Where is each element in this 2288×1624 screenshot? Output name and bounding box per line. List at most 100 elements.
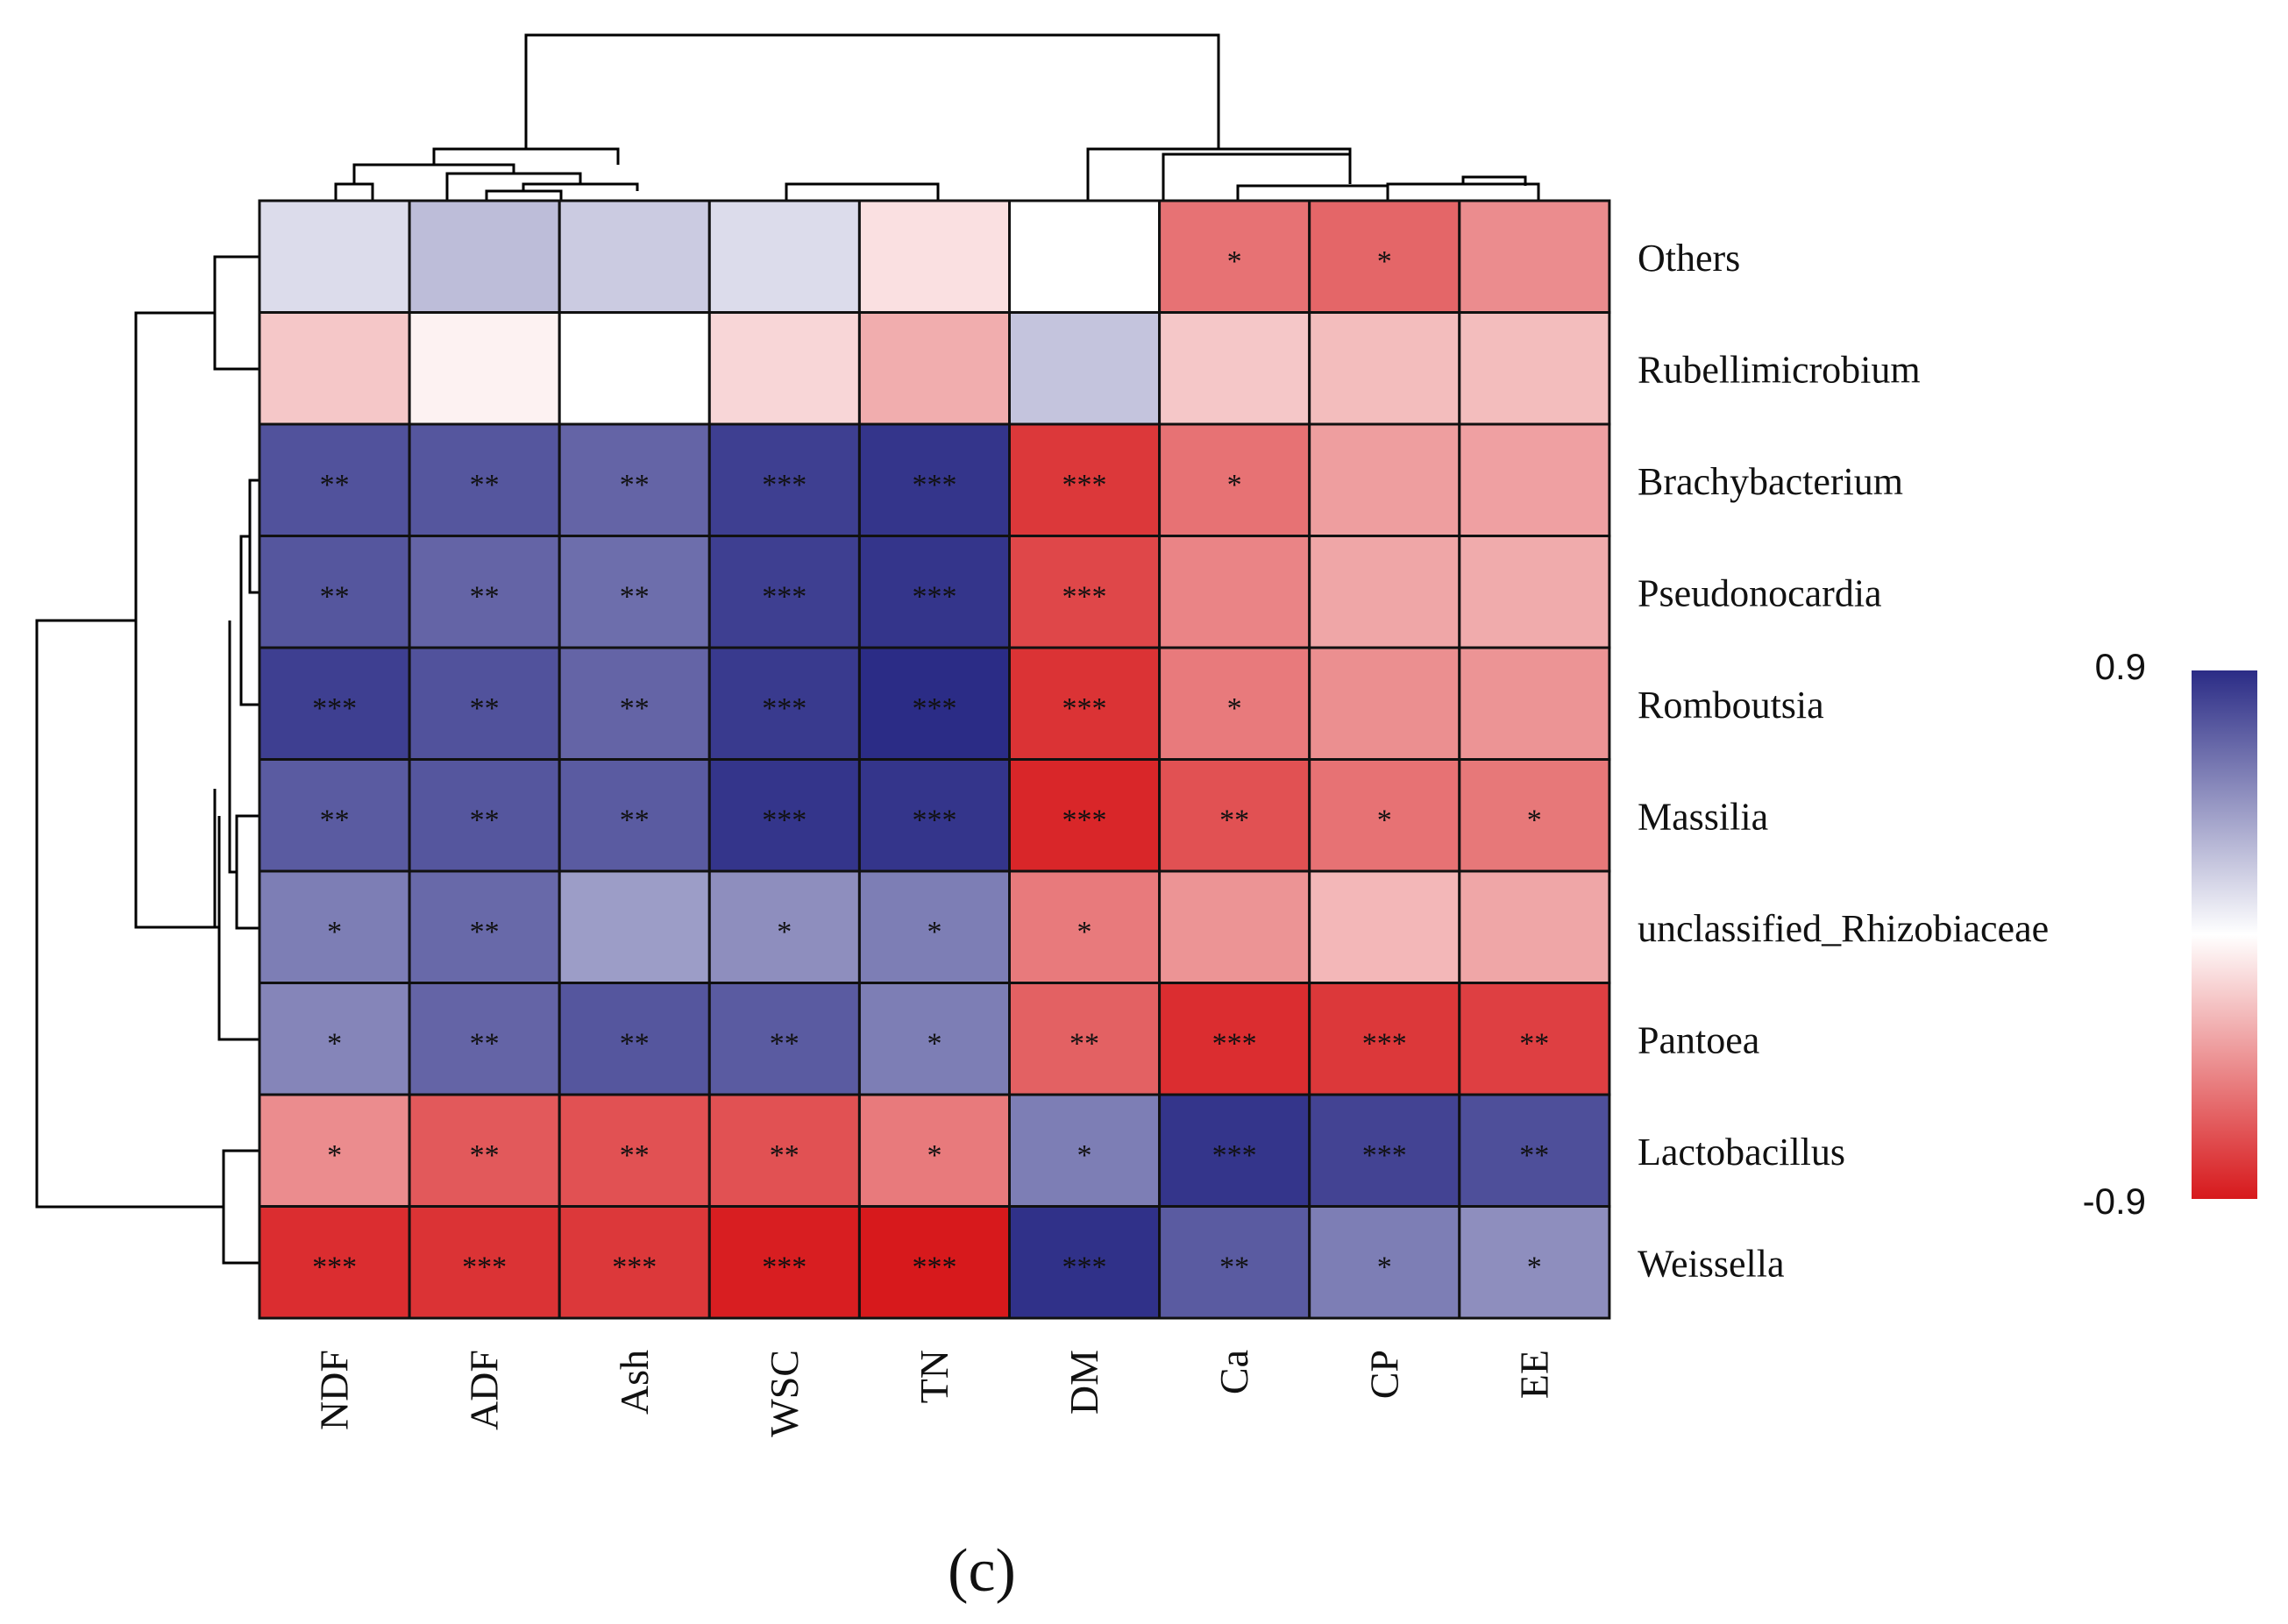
- significance-mark: *: [1227, 692, 1242, 725]
- heatmap-cell: [857, 1093, 1012, 1208]
- heatmap-cell: [707, 199, 861, 314]
- row-label: Massilia: [1638, 795, 1768, 838]
- heatmap-cell: [1458, 758, 1611, 873]
- heatmap-cell: [558, 646, 711, 761]
- significance-mark: **: [620, 692, 650, 725]
- heatmap-cell: [1458, 199, 1611, 314]
- significance-mark: *: [1077, 916, 1092, 948]
- significance-mark: **: [620, 580, 650, 613]
- heatmap-cell: [558, 199, 711, 314]
- significance-marks: * *** ** ** *** *** *** *** ** ** *** *** ****** ** **…: [312, 245, 1549, 1284]
- heatmap-cell: [408, 422, 561, 537]
- heatmap-cell: [1458, 646, 1611, 761]
- heatmap-cell: [1158, 535, 1311, 649]
- row-label: Pseudonocardia: [1638, 571, 1882, 614]
- significance-mark: ***: [762, 1251, 806, 1283]
- heatmap-cell: [1308, 869, 1461, 984]
- row-label: Lactobacillus: [1638, 1131, 1845, 1174]
- row-label: Weissella: [1638, 1242, 1785, 1285]
- significance-mark: **: [470, 1139, 500, 1172]
- significance-mark: *: [1227, 245, 1242, 278]
- significance-mark: *: [1377, 804, 1392, 836]
- heatmap-cell: [1008, 311, 1162, 426]
- heatmap-cell: [1308, 311, 1461, 426]
- significance-mark: *: [327, 1139, 342, 1172]
- significance-mark: *: [1377, 1251, 1392, 1283]
- significance-mark: **: [620, 469, 650, 501]
- significance-mark: ***: [762, 804, 806, 836]
- significance-mark: ***: [913, 469, 957, 501]
- column-label: DM: [1062, 1350, 1106, 1415]
- column-dendrogram: [334, 33, 1540, 202]
- heatmap-cell: [408, 535, 561, 649]
- heatmap-cell: [258, 311, 411, 426]
- heatmap-cell: [1308, 758, 1461, 873]
- significance-mark: **: [470, 469, 500, 501]
- significance-mark: ***: [312, 1251, 357, 1283]
- significance-mark: ***: [1062, 804, 1107, 836]
- significance-mark: *: [1527, 1251, 1542, 1283]
- significance-mark: ***: [1362, 1027, 1407, 1060]
- row-label: unclassified_Rhizobiaceae: [1638, 907, 2049, 950]
- significance-mark: **: [770, 1139, 799, 1172]
- heatmap-cell: [1008, 758, 1162, 873]
- heatmap-cell: [857, 1205, 1012, 1320]
- significance-mark: **: [320, 804, 350, 836]
- significance-mark: **: [470, 1027, 500, 1060]
- heatmap-cell: [408, 199, 561, 314]
- column-label: ADF: [462, 1350, 507, 1430]
- heatmap-cell: [1458, 422, 1611, 537]
- heatmap-cell: [707, 646, 861, 761]
- row-label: Brachybacterium: [1638, 460, 1903, 503]
- heatmap-cell: [1158, 1205, 1311, 1320]
- heatmap-cell: [857, 869, 1012, 984]
- significance-mark: **: [770, 1027, 799, 1060]
- heatmap-cell: [1458, 1205, 1611, 1320]
- heatmap-cell: [1458, 1093, 1611, 1208]
- significance-mark: **: [620, 1139, 650, 1172]
- significance-mark: **: [1519, 1027, 1549, 1060]
- heatmap-cell: [1308, 646, 1461, 761]
- color-legend: 0.9 -0.9: [2083, 646, 2257, 1222]
- significance-mark: *: [927, 1139, 942, 1172]
- column-label: TN: [912, 1350, 956, 1403]
- row-label: Pantoea: [1638, 1018, 1759, 1061]
- heatmap-cell: [857, 422, 1012, 537]
- heatmap-cell: [1458, 869, 1611, 984]
- heatmap-cell: [558, 758, 711, 873]
- heatmap-cell: [1008, 646, 1162, 761]
- significance-mark: ***: [1062, 1251, 1107, 1283]
- significance-mark: **: [320, 469, 350, 501]
- significance-mark: *: [327, 1027, 342, 1060]
- heatmap-cell: [1458, 311, 1611, 426]
- significance-mark: **: [470, 916, 500, 948]
- heatmap-cell: [1158, 646, 1311, 761]
- column-label: WSC: [762, 1350, 806, 1437]
- heatmap-cell: [258, 1093, 411, 1208]
- heatmap-cell: [1008, 1093, 1162, 1208]
- significance-mark: ***: [1362, 1139, 1407, 1172]
- row-label: Rubellimicrobium: [1638, 348, 1921, 391]
- heatmap-cell: [408, 311, 561, 426]
- column-label: Ash: [612, 1350, 657, 1415]
- heatmap-cell: [408, 1205, 561, 1320]
- significance-mark: **: [470, 692, 500, 725]
- row-labels: Others Rubellimicrobium Brachybacterium Pse…: [1638, 237, 2049, 1286]
- significance-mark: ***: [762, 580, 806, 613]
- significance-mark: **: [470, 580, 500, 613]
- significance-mark: *: [1227, 469, 1242, 501]
- heatmap-cell: [1008, 1205, 1162, 1320]
- significance-mark: **: [620, 1027, 650, 1060]
- significance-mark: **: [1519, 1139, 1549, 1172]
- significance-mark: *: [1377, 245, 1392, 278]
- heatmap-cell: [707, 1205, 861, 1320]
- significance-mark: *: [927, 1027, 942, 1060]
- significance-mark: **: [1069, 1027, 1099, 1060]
- heatmap-cell: [1458, 982, 1611, 1096]
- column-labels: NDF ADF Ash WSC TN DM Ca CP EE: [312, 1350, 1557, 1437]
- heatmap-cell: [408, 758, 561, 873]
- significance-mark: **: [1219, 1251, 1249, 1283]
- heatmap-cell: [408, 869, 561, 984]
- significance-mark: ***: [913, 580, 957, 613]
- heatmap-cell: [558, 311, 711, 426]
